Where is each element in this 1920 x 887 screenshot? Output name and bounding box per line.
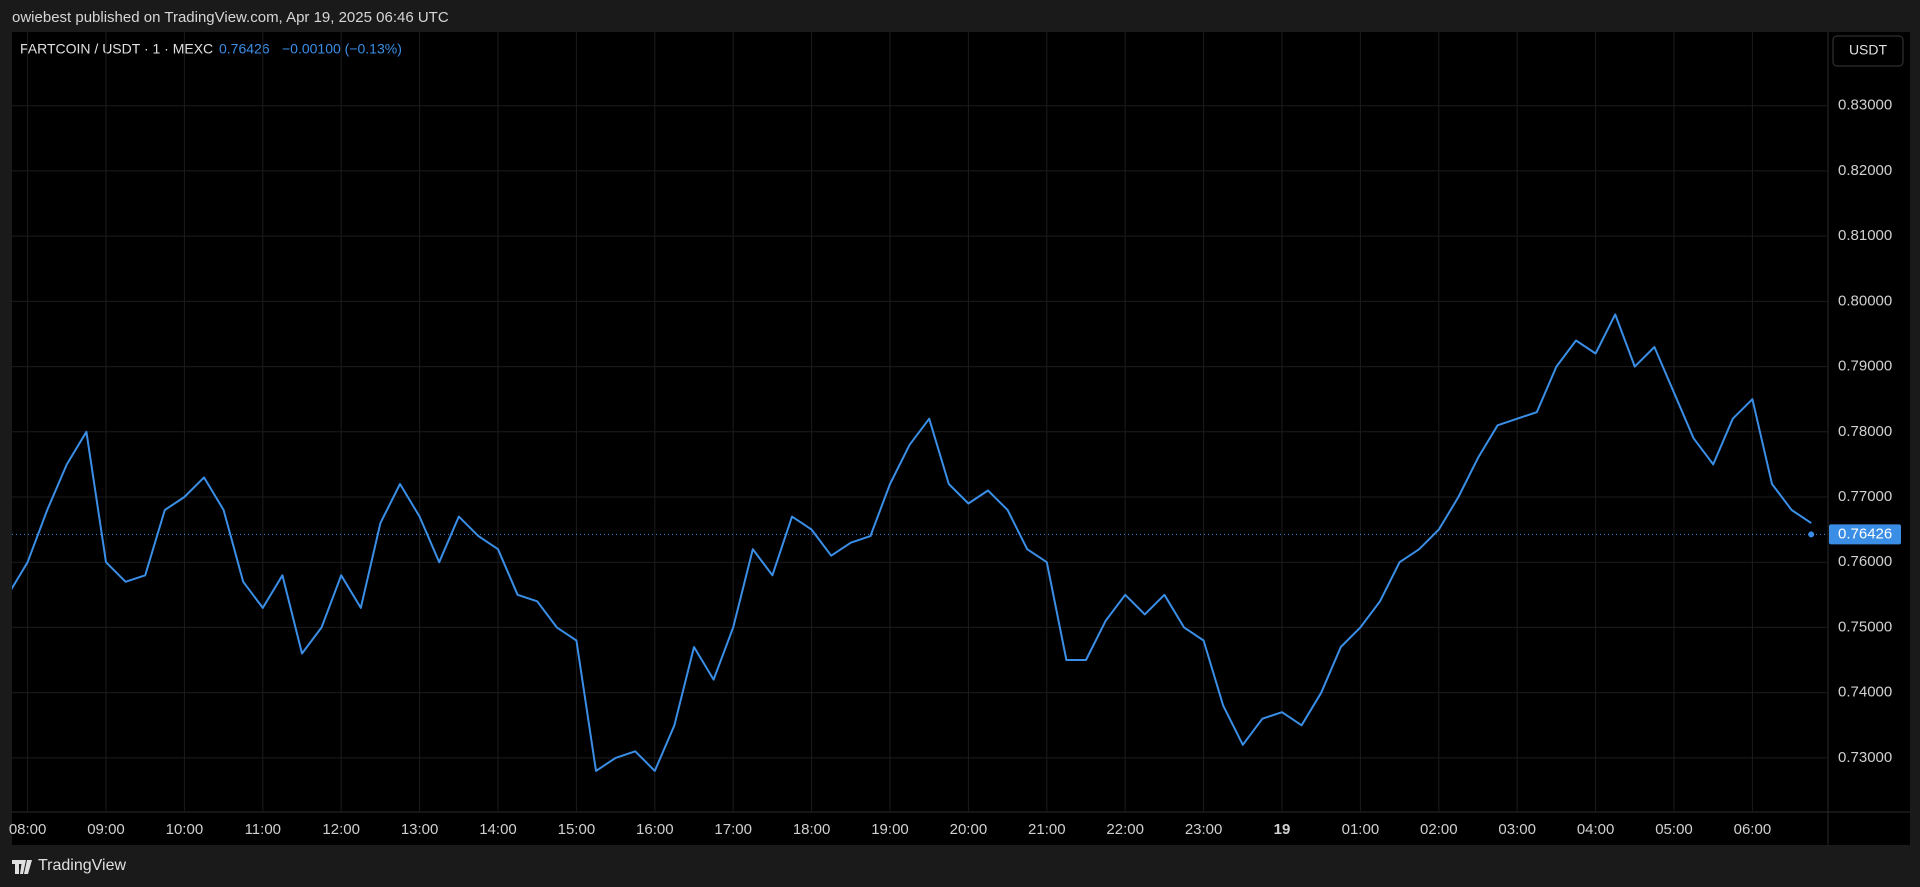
last-price: 0.76426 — [219, 41, 270, 57]
last-price-dot — [1808, 531, 1815, 538]
x-tick-label: 10:00 — [166, 821, 204, 838]
x-tick-label: 09:00 — [87, 821, 125, 838]
y-tick-label: 0.73000 — [1838, 749, 1892, 766]
x-tick-label: 11:00 — [245, 821, 281, 838]
x-tick-label: 13:00 — [401, 821, 439, 838]
x-tick-label: 14:00 — [479, 821, 517, 838]
y-tick-label: 0.80000 — [1838, 292, 1892, 309]
y-tick-label: 0.74000 — [1838, 684, 1892, 701]
y-tick-label: 0.82000 — [1838, 162, 1892, 179]
x-tick-label: 20:00 — [950, 821, 988, 838]
y-tick-label: 0.81000 — [1838, 227, 1892, 244]
last-price-label: 0.76426 — [1838, 525, 1892, 542]
chart-title: FARTCOIN / USDT · 1 · MEXC — [20, 41, 213, 57]
x-tick-label: 18:00 — [793, 821, 831, 838]
x-tick-label: 02:00 — [1420, 821, 1458, 838]
x-tick-label: 05:00 — [1655, 821, 1693, 838]
x-tick-label: 19:00 — [871, 821, 909, 838]
y-tick-label: 0.83000 — [1838, 97, 1892, 114]
x-tick-label: 04:00 — [1577, 821, 1615, 838]
x-tick-label: 15:00 — [558, 821, 596, 838]
x-tick-label: 08:00 — [9, 821, 47, 838]
currency-button[interactable] — [1832, 35, 1904, 67]
x-tick-label: 19 — [1274, 821, 1291, 838]
chart-pane — [12, 32, 1910, 845]
x-tick-label: 22:00 — [1106, 821, 1144, 838]
x-tick-label: 01:00 — [1342, 821, 1380, 838]
y-tick-label: 0.78000 — [1838, 423, 1892, 440]
brand-logo — [12, 860, 32, 874]
y-tick-label: 0.77000 — [1838, 488, 1892, 505]
x-tick-label: 03:00 — [1498, 821, 1536, 838]
price-line — [12, 313, 1812, 772]
x-tick-label: 06:00 — [1734, 821, 1772, 838]
currency-label[interactable]: USDT — [1849, 42, 1888, 58]
price-change: −0.00100 (−0.13%) — [282, 41, 402, 57]
last-price-tag — [1829, 524, 1901, 545]
x-tick-label: 23:00 — [1185, 821, 1223, 838]
x-tick-label: 17:00 — [714, 821, 752, 838]
publisher: owiebest published on TradingView.com, A… — [12, 9, 449, 26]
brand: TradingView — [38, 857, 126, 874]
x-tick-label: 12:00 — [322, 821, 360, 838]
y-tick-label: 0.76000 — [1838, 553, 1892, 570]
x-tick-label: 21:00 — [1028, 821, 1066, 838]
y-tick-label: 0.75000 — [1838, 618, 1892, 635]
x-tick-label: 16:00 — [636, 821, 674, 838]
y-tick-label: 0.79000 — [1838, 358, 1892, 375]
